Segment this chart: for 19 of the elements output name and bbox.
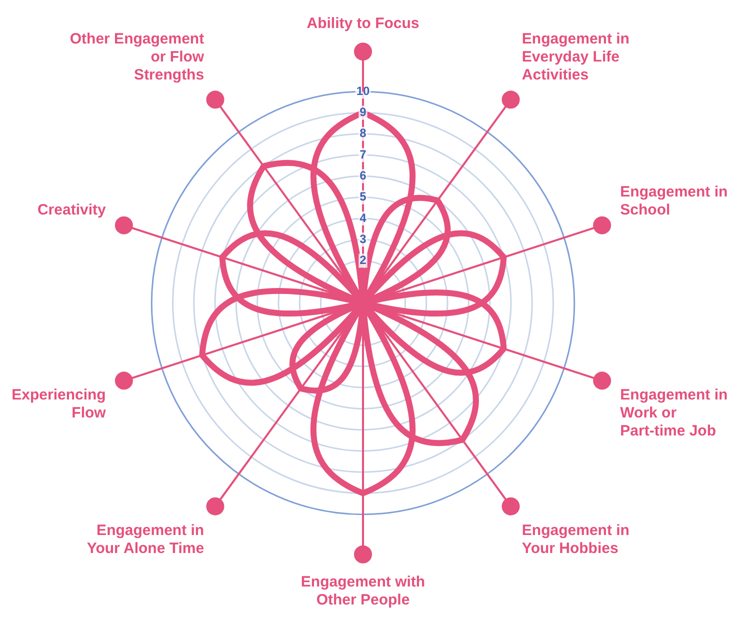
spoke-label: Engagement in Your Hobbies [522, 522, 630, 557]
spoke-label: Engagement with Other People [300, 574, 426, 609]
spoke-label: Ability to Focus [306, 14, 420, 32]
y-tick-label: 5 [360, 190, 367, 204]
y-tick-label: 9 [360, 105, 367, 120]
y-tick-label: 4 [360, 210, 367, 225]
y-tick-label: 3 [360, 232, 367, 246]
y-tick-label: 6 [360, 168, 367, 182]
y-tick-label: 8 [360, 126, 367, 140]
spoke-label: Other Engagement or Flow Strengths [70, 30, 204, 84]
spoke-label: Engagement in Everyday Life Activities [522, 30, 630, 84]
spoke-label: Engagement in Work or Part-time Job [620, 386, 728, 440]
spoke-label: Experiencing Flow [12, 386, 106, 422]
spoke-label: Engagement in Your Alone Time [86, 522, 204, 557]
y-tick-label: 7 [360, 147, 367, 162]
spoke-label: Engagement in School [620, 184, 728, 219]
y-tick-label: 2 [360, 253, 367, 268]
y-tick-label: 10 [356, 84, 370, 98]
spoke-label: Creativity [37, 202, 106, 219]
